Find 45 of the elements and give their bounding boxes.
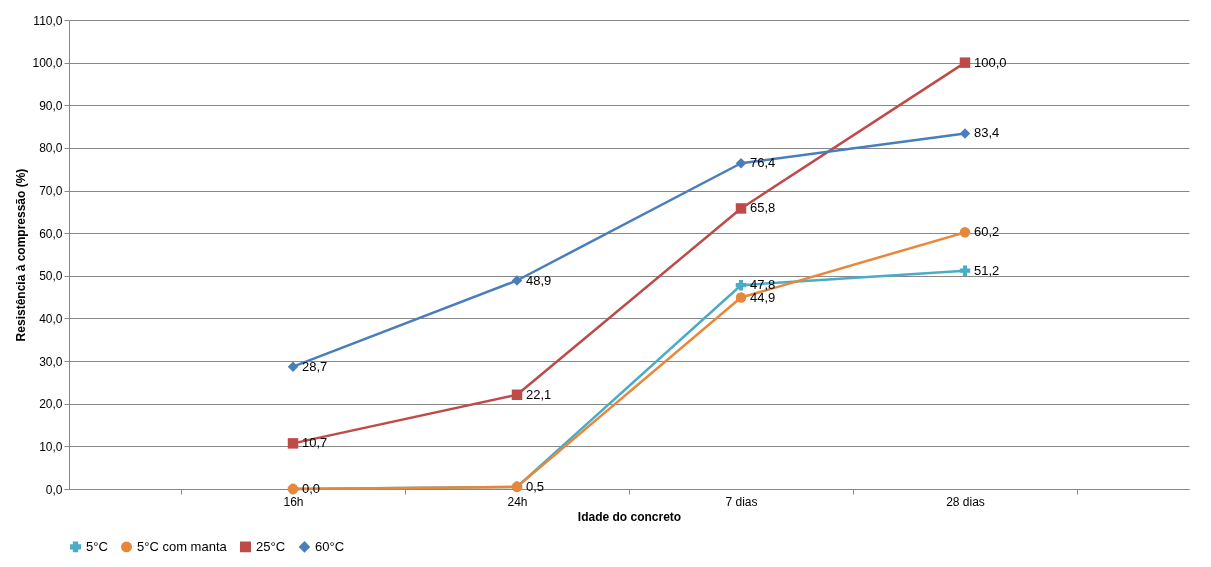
point [511, 275, 523, 286]
data-label: 65,8 [750, 200, 776, 216]
y-tick-label: 30,0 [39, 354, 63, 369]
point [959, 227, 971, 238]
y-tick-label: 70,0 [39, 184, 63, 199]
data-label: 60,2 [974, 224, 1000, 240]
legend-label: 60°C [315, 538, 345, 554]
data-label: 44,9 [750, 289, 776, 305]
point [287, 438, 299, 449]
y-tick-label: 0,0 [45, 482, 63, 497]
point [959, 128, 971, 139]
x-tick-label: 7 dias [725, 494, 758, 509]
y-tick-label: 50,0 [39, 269, 63, 284]
y-tick-label: 80,0 [39, 141, 63, 156]
data-label: 100,0 [974, 54, 1007, 70]
x-axis-title: Idade do concreto [577, 509, 682, 524]
y-tick-label: 110,0 [33, 13, 63, 28]
y-tick-label: 100,0 [32, 56, 63, 71]
data-label: 10,7 [302, 435, 328, 451]
data-label: 51,2 [974, 262, 1000, 278]
point [511, 389, 523, 401]
data-label: 0,5 [526, 478, 545, 494]
point [959, 265, 971, 276]
y-tick-label: 40,0 [39, 311, 63, 326]
y-tick-label: 60,0 [39, 226, 63, 241]
data-label: 22,1 [526, 386, 552, 402]
x-tick-label: 24h [507, 494, 528, 509]
y-tick-label: 20,0 [39, 397, 63, 412]
data-label: 28,7 [302, 358, 328, 374]
point [735, 158, 747, 169]
point [735, 279, 747, 291]
legend-label: 5°C [86, 538, 108, 554]
data-label: 83,4 [974, 125, 1000, 141]
legend-label: 25°C [256, 538, 286, 554]
point [287, 361, 299, 372]
x-tick-label: 16h [283, 494, 304, 509]
point [735, 203, 747, 214]
y-tick-label: 90,0 [39, 98, 63, 113]
point [959, 57, 971, 68]
y-axis-title: Resistência à compressão (%) [14, 168, 29, 342]
data-label: 48,9 [526, 272, 552, 288]
legend-label: 5°C com manta [137, 538, 228, 554]
y-tick-label: 10,0 [39, 439, 63, 454]
x-tick-label: 28 dias [946, 494, 985, 509]
point [735, 292, 747, 303]
